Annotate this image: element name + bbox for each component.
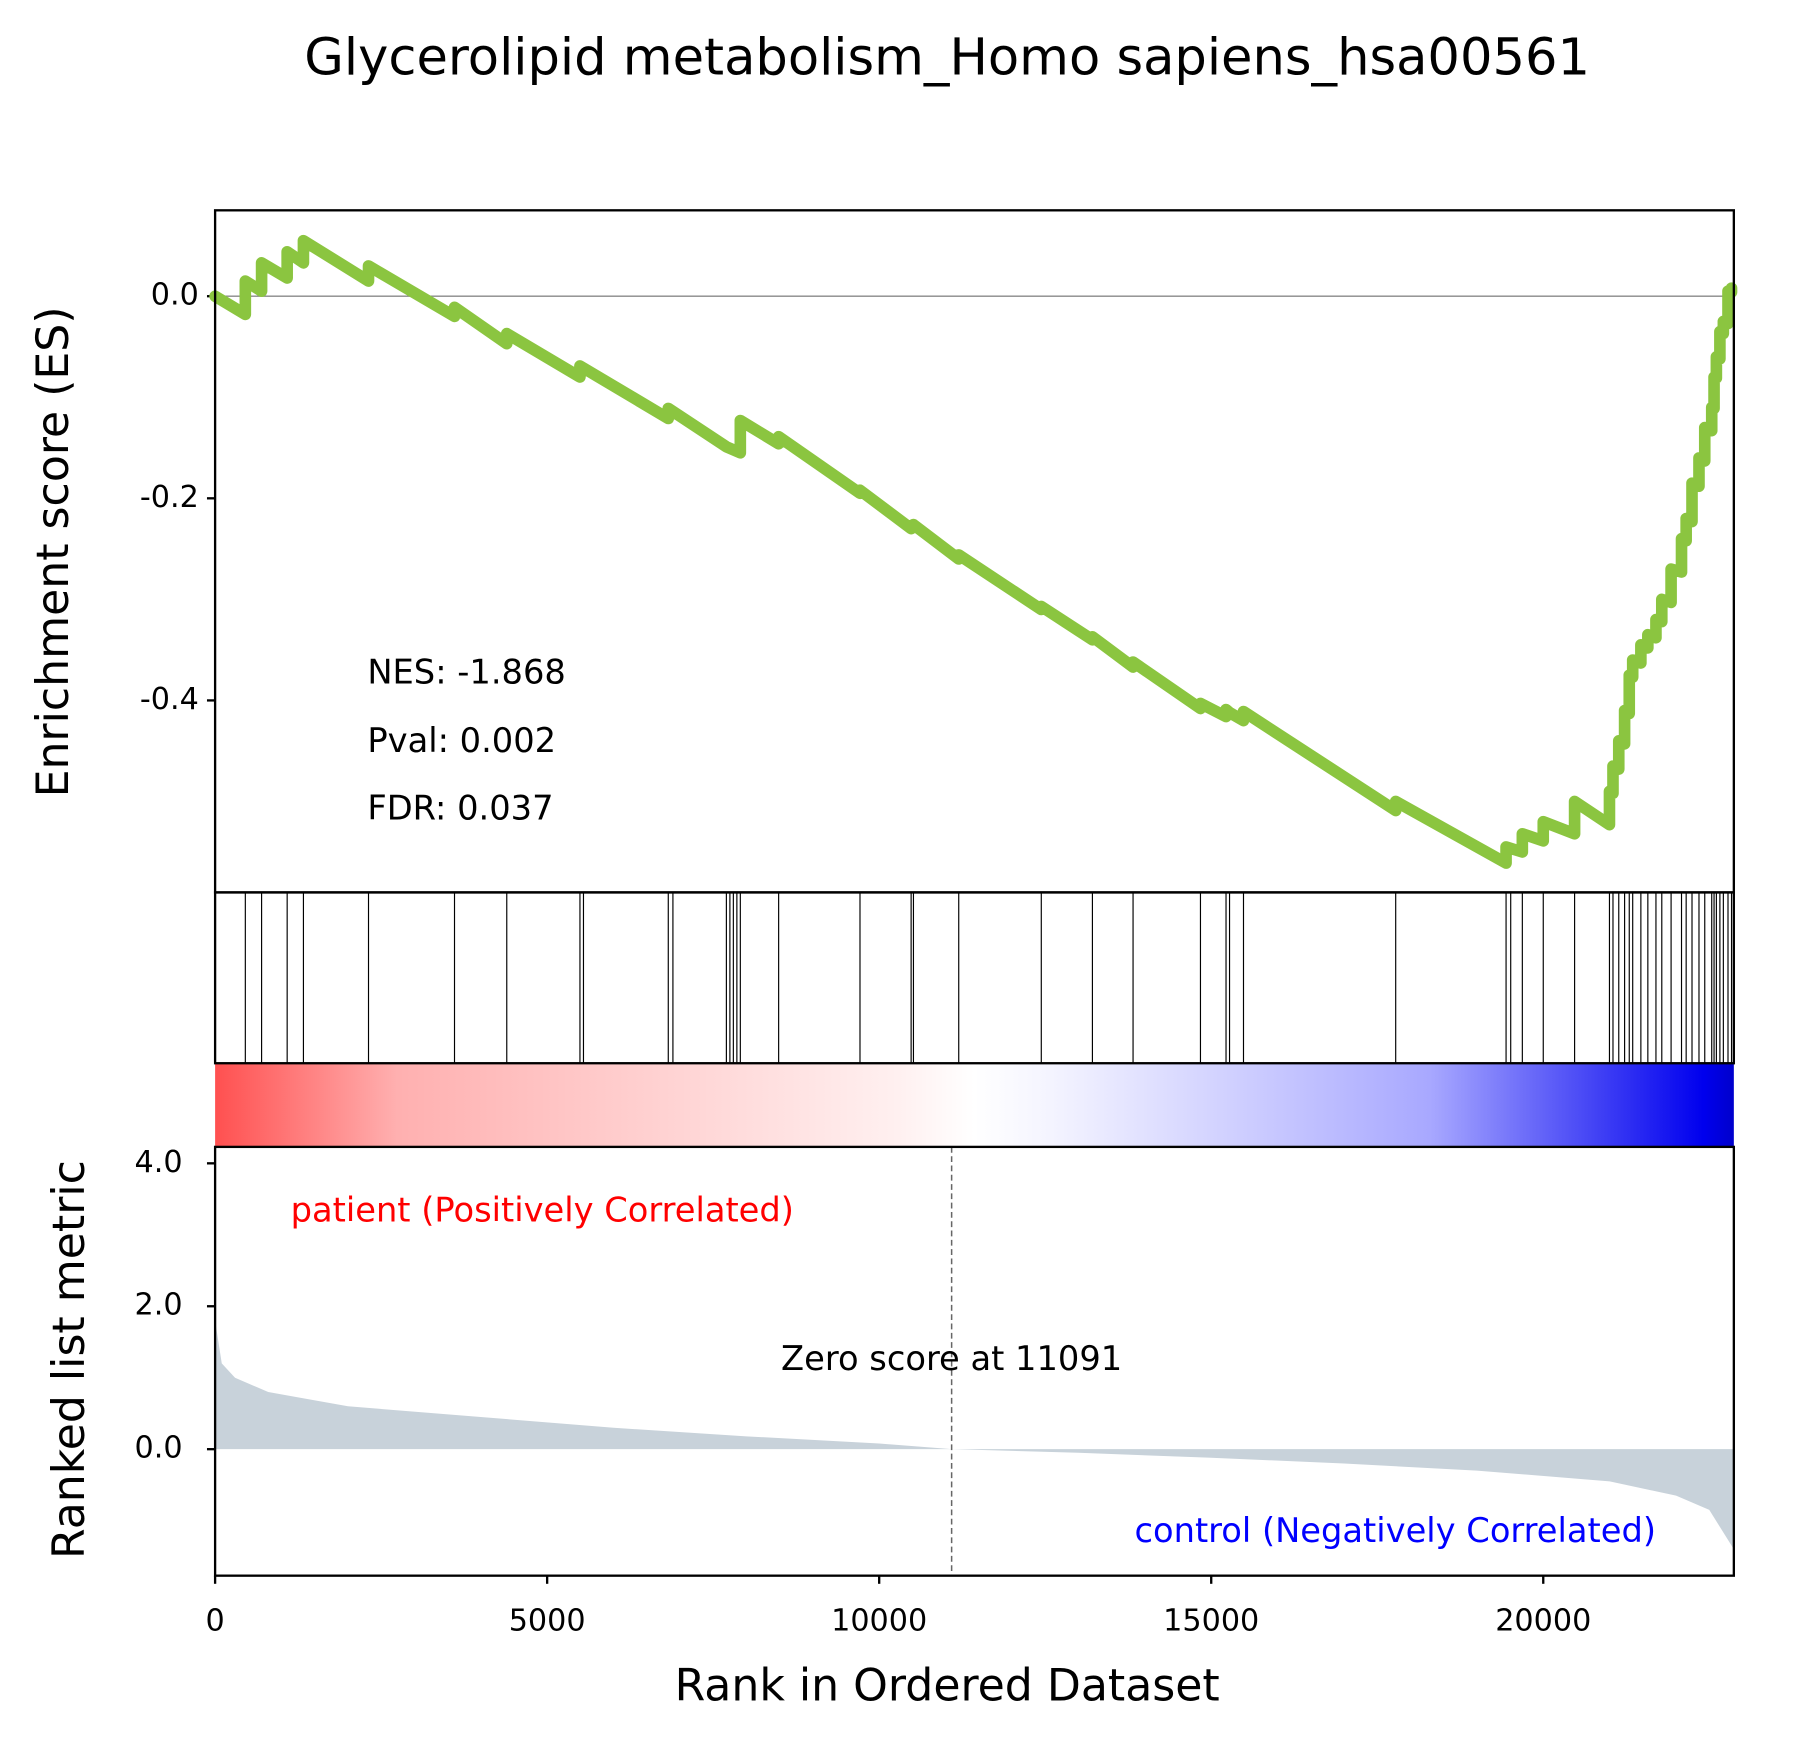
neg-label: control (Negatively Correlated) — [1134, 1511, 1656, 1550]
annotation: FDR: 0.037 — [367, 788, 553, 827]
chart-title: Glycerolipid metabolism_Homo sapiens_hsa… — [304, 28, 1590, 87]
zero-score-label: Zero score at 11091 — [781, 1339, 1122, 1378]
color-bar — [215, 1063, 1734, 1147]
es-line — [209, 234, 1738, 869]
y-axis-label: Enrichment score (ES) — [28, 306, 79, 797]
y-tick-label: 2.0 — [135, 1288, 183, 1323]
pos-label: patient (Positively Correlated) — [291, 1190, 794, 1229]
y-tick-label: -0.2 — [140, 480, 199, 515]
x-tick-label: 10000 — [831, 1604, 927, 1639]
x-tick-label: 20000 — [1495, 1604, 1591, 1639]
x-tick-label: 5000 — [509, 1604, 586, 1639]
y-tick-label: 4.0 — [135, 1145, 183, 1180]
y-tick-label: -0.4 — [140, 682, 199, 717]
x-tick-label: 15000 — [1163, 1604, 1259, 1639]
annotation: Pval: 0.002 — [367, 721, 556, 760]
axes-frame — [213, 1145, 1736, 1577]
x-axis-label: Rank in Ordered Dataset — [675, 1660, 1220, 1711]
y-tick-label: 0.0 — [135, 1431, 183, 1466]
y-tick-label: 0.0 — [151, 278, 199, 313]
annotation: NES: -1.868 — [367, 652, 566, 691]
hit-frame — [213, 891, 1736, 1065]
x-tick-label: 0 — [206, 1604, 225, 1639]
metric-area — [215, 1320, 1734, 1550]
y-axis-label: Ranked list metric — [44, 1160, 95, 1559]
